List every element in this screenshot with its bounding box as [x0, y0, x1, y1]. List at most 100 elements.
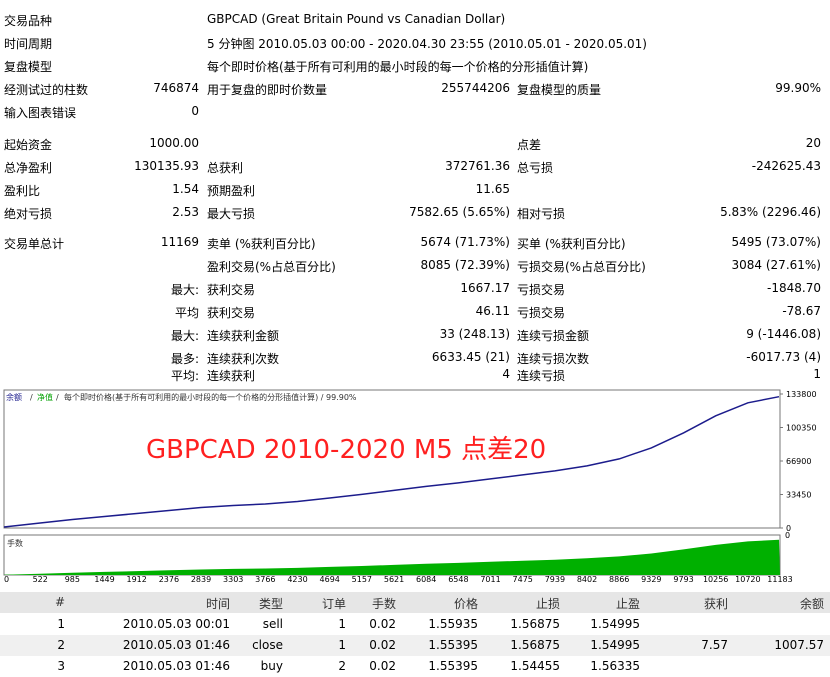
y-tick-label: 33450: [786, 491, 811, 500]
avg-cons-win-label: 连续获利: [207, 369, 256, 383]
table-row[interactable]: 3 2010.05.03 01:46 buy 2 0.02 1.55395 1.54455 1…: [0, 656, 830, 677]
maximal-prefix: 最多:: [170, 352, 199, 366]
table-cell: 2: [57, 638, 65, 652]
table-row[interactable]: 2 2010.05.03 01:46 close 1 0.02 1.55395 1.5687…: [0, 635, 830, 656]
rel-dd-value: 5.83% (2296.46): [720, 205, 821, 219]
row-avg-cons: 平均: 连续获利 4 连续亏损 1: [0, 367, 830, 386]
x-tick-label: 10720: [735, 575, 760, 584]
avg-cons-prefix: 平均:: [170, 369, 199, 383]
ticks-value: 255744206: [441, 81, 510, 95]
column-header[interactable]: 止损: [535, 597, 560, 611]
row-errors: 输入图表错误 0: [0, 100, 830, 122]
loss-trades-value: 3084 (27.61%): [731, 258, 821, 272]
row-pt: 盈利交易(%占总百分比) 8085 (72.39%) 亏损交易(%占总百分比) …: [0, 254, 830, 276]
model-label: 复盘模型: [4, 60, 53, 74]
row-model: 复盘模型 每个即时价格(基于所有可利用的最小时段的每一个价格的分形插值计算): [0, 54, 830, 76]
maximal-win-value: 6633.45 (21): [431, 350, 510, 364]
max-cons-loss-label: 连续亏损金额: [517, 329, 590, 343]
x-tick-label: 7475: [513, 575, 533, 584]
gross-loss-value: -242625.43: [751, 159, 821, 173]
column-header[interactable]: 订单: [321, 597, 346, 611]
expected-value: 11.65: [475, 182, 510, 196]
table-cell: 7.57: [701, 638, 728, 652]
table-header: # 时间 类型 订单 手数 价格 止损 止盈 获利 余额: [0, 592, 830, 613]
x-tick-label: 5621: [384, 575, 404, 584]
table-row[interactable]: 1 2010.05.03 00:01 sell 1 0.02 1.55935 1.56875…: [0, 614, 830, 635]
largest-loss-value: -1848.70: [767, 281, 821, 295]
column-header[interactable]: 余额: [799, 597, 824, 611]
table-cell: 0.02: [369, 617, 396, 631]
average-loss-label: 亏损交易: [517, 306, 566, 320]
x-tick-label: 4230: [287, 575, 307, 584]
gross-loss-label: 总亏损: [517, 161, 554, 175]
table-cell: 1.56335: [590, 659, 640, 673]
x-tick-label: 6548: [448, 575, 468, 584]
maximal-loss-value: -6017.73 (4): [746, 350, 821, 364]
chart-svg: 余额 / 净值 / 每个即时价格(基于所有可利用的最小时段的每一个价格的分形插值…: [3, 389, 817, 584]
x-tick-label: 9329: [641, 575, 661, 584]
short-value: 5674 (71.73%): [420, 235, 510, 249]
x-tick-label: 1449: [94, 575, 114, 584]
trades-label: 交易单总计: [4, 237, 65, 251]
column-header[interactable]: 手数: [371, 597, 396, 611]
avg-cons-loss-label: 连续亏损: [517, 369, 566, 383]
column-header[interactable]: 止盈: [615, 597, 640, 611]
main-plot-frame: [3, 389, 781, 529]
x-tick-label: 5157: [352, 575, 372, 584]
x-tick-label: 1912: [126, 575, 146, 584]
table-cell: 1.54455: [510, 659, 560, 673]
x-tick-label: 4694: [320, 575, 340, 584]
row-bars: 经测试过的柱数 746874 用于复盘的即时价数量 255744206 复盘模型…: [0, 77, 830, 99]
max-cons-loss-value: 9 (-1446.08): [746, 327, 821, 341]
table-cell: 1.56875: [510, 638, 560, 652]
column-header[interactable]: 获利: [703, 597, 728, 611]
short-label: 卖单 (%获利百分比): [207, 237, 316, 251]
x-tick-label: 9793: [673, 575, 693, 584]
y-tick-label: 0: [786, 524, 791, 533]
loss-trades-label: 亏损交易(%占总百分比): [517, 260, 646, 274]
spread-label: 点差: [517, 138, 542, 152]
table-cell: 0.02: [369, 638, 396, 652]
table-cell: 1.55395: [428, 659, 478, 673]
abs-dd-value: 2.53: [172, 205, 199, 219]
symbol-value: GBPCAD (Great Britain Pound vs Canadian …: [207, 12, 506, 26]
errors-label: 输入图表错误: [4, 106, 77, 120]
row-period: 时间周期 5 分钟图 2010.05.03 00:00 - 2020.04.30…: [0, 31, 830, 53]
column-header[interactable]: 时间: [205, 597, 230, 611]
row-max-cons: 最大: 连续获利金额 33 (248.13) 连续亏损金额 9 (-1446.0…: [0, 323, 830, 345]
chart-overlay-title: GBPCAD 2010-2020 M5 点差20: [146, 435, 546, 465]
max-cons-prefix: 最大:: [170, 329, 199, 343]
table-cell: 1.55935: [428, 617, 478, 631]
x-axis-ticks: 0 522 985 1449 1912 2376 2839 3303 3766 4230 4694 5…: [4, 575, 793, 584]
table-cell: 1.55395: [428, 638, 478, 652]
largest-profit-value: 1667.17: [460, 281, 510, 295]
table-cell: buy: [260, 659, 283, 673]
equity-legend: 净值: [37, 392, 53, 402]
row-net: 总净盈利 130135.93 总获利 372761.36 总亏损 -242625…: [0, 155, 830, 177]
column-header[interactable]: 价格: [453, 597, 478, 611]
column-header[interactable]: #: [54, 595, 65, 609]
largest-loss-label: 亏损交易: [517, 283, 566, 297]
row-average: 平均 获利交易 46.11 亏损交易 -78.67: [0, 300, 830, 322]
table-cell: 2: [338, 659, 346, 673]
long-label: 买单 (%获利百分比): [517, 237, 626, 251]
lots-zero-label: 0: [785, 531, 790, 540]
symbol-label: 交易品种: [4, 14, 53, 28]
table-cell: 2010.05.03 01:46: [122, 659, 230, 673]
y-axis-ticks: 133800 100350 66900 33450 0: [780, 390, 817, 533]
bars-value: 746874: [153, 81, 199, 95]
row-dd: 绝对亏损 2.53 最大亏损 7582.65 (5.65%) 相对亏损 5.83…: [0, 201, 830, 223]
profit-trades-label: 盈利交易(%占总百分比): [207, 260, 336, 274]
table-cell: 3: [57, 659, 65, 673]
period-value: 5 分钟图 2010.05.03 00:00 - 2020.04.30 23:5…: [207, 37, 647, 51]
row-symbol: 交易品种 GBPCAD (Great Britain Pound vs Cana…: [0, 8, 830, 30]
column-header[interactable]: 类型: [258, 597, 283, 611]
table-cell: 1: [338, 638, 346, 652]
table-cell: 2010.05.03 01:46: [122, 638, 230, 652]
x-tick-label: 2839: [191, 575, 211, 584]
x-tick-label: 3303: [223, 575, 243, 584]
x-tick-label: 11183: [767, 575, 792, 584]
table-cell: close: [252, 638, 283, 652]
x-tick-label: 8866: [609, 575, 629, 584]
period-label: 时间周期: [4, 37, 53, 51]
